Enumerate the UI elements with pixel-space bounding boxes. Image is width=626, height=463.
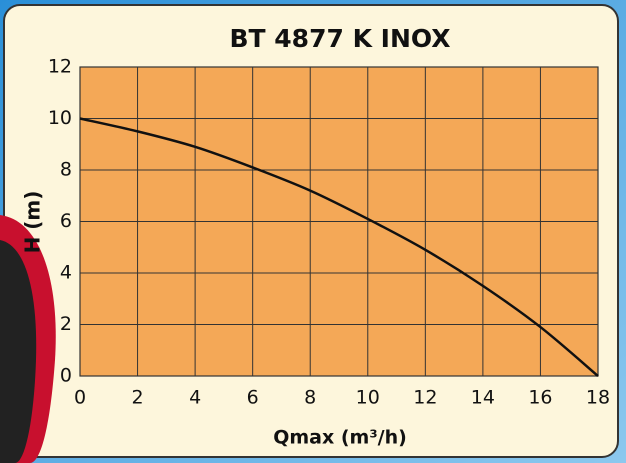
y-tick-label: 2 bbox=[60, 313, 72, 335]
y-tick-label: 10 bbox=[48, 107, 72, 129]
pump-shade bbox=[0, 240, 37, 463]
x-tick-label: 6 bbox=[247, 387, 259, 409]
x-tick-label: 0 bbox=[74, 387, 86, 409]
plot-border bbox=[79, 66, 599, 377]
x-tick-label: 16 bbox=[528, 387, 552, 409]
x-tick-label: 4 bbox=[189, 387, 201, 409]
x-tick-label: 2 bbox=[132, 387, 144, 409]
curve bbox=[79, 117, 599, 377]
x-tick-label: 14 bbox=[471, 387, 495, 409]
x-axis-label: Qmax (m³/h) bbox=[273, 427, 407, 449]
y-tick-label: 8 bbox=[60, 159, 72, 181]
y-axis-label: H (m) bbox=[21, 191, 45, 254]
y-tick-label: 12 bbox=[48, 56, 72, 78]
x-tick-label: 8 bbox=[304, 387, 316, 409]
y-tick-label: 6 bbox=[60, 210, 72, 232]
chart-title: BT 4877 K INOX bbox=[229, 24, 450, 53]
y-tick-label: 4 bbox=[60, 262, 72, 284]
x-tick-label: 18 bbox=[586, 387, 610, 409]
x-tick-label: 10 bbox=[356, 387, 380, 409]
x-tick-label: 12 bbox=[413, 387, 437, 409]
y-tick-label: 0 bbox=[60, 365, 72, 387]
